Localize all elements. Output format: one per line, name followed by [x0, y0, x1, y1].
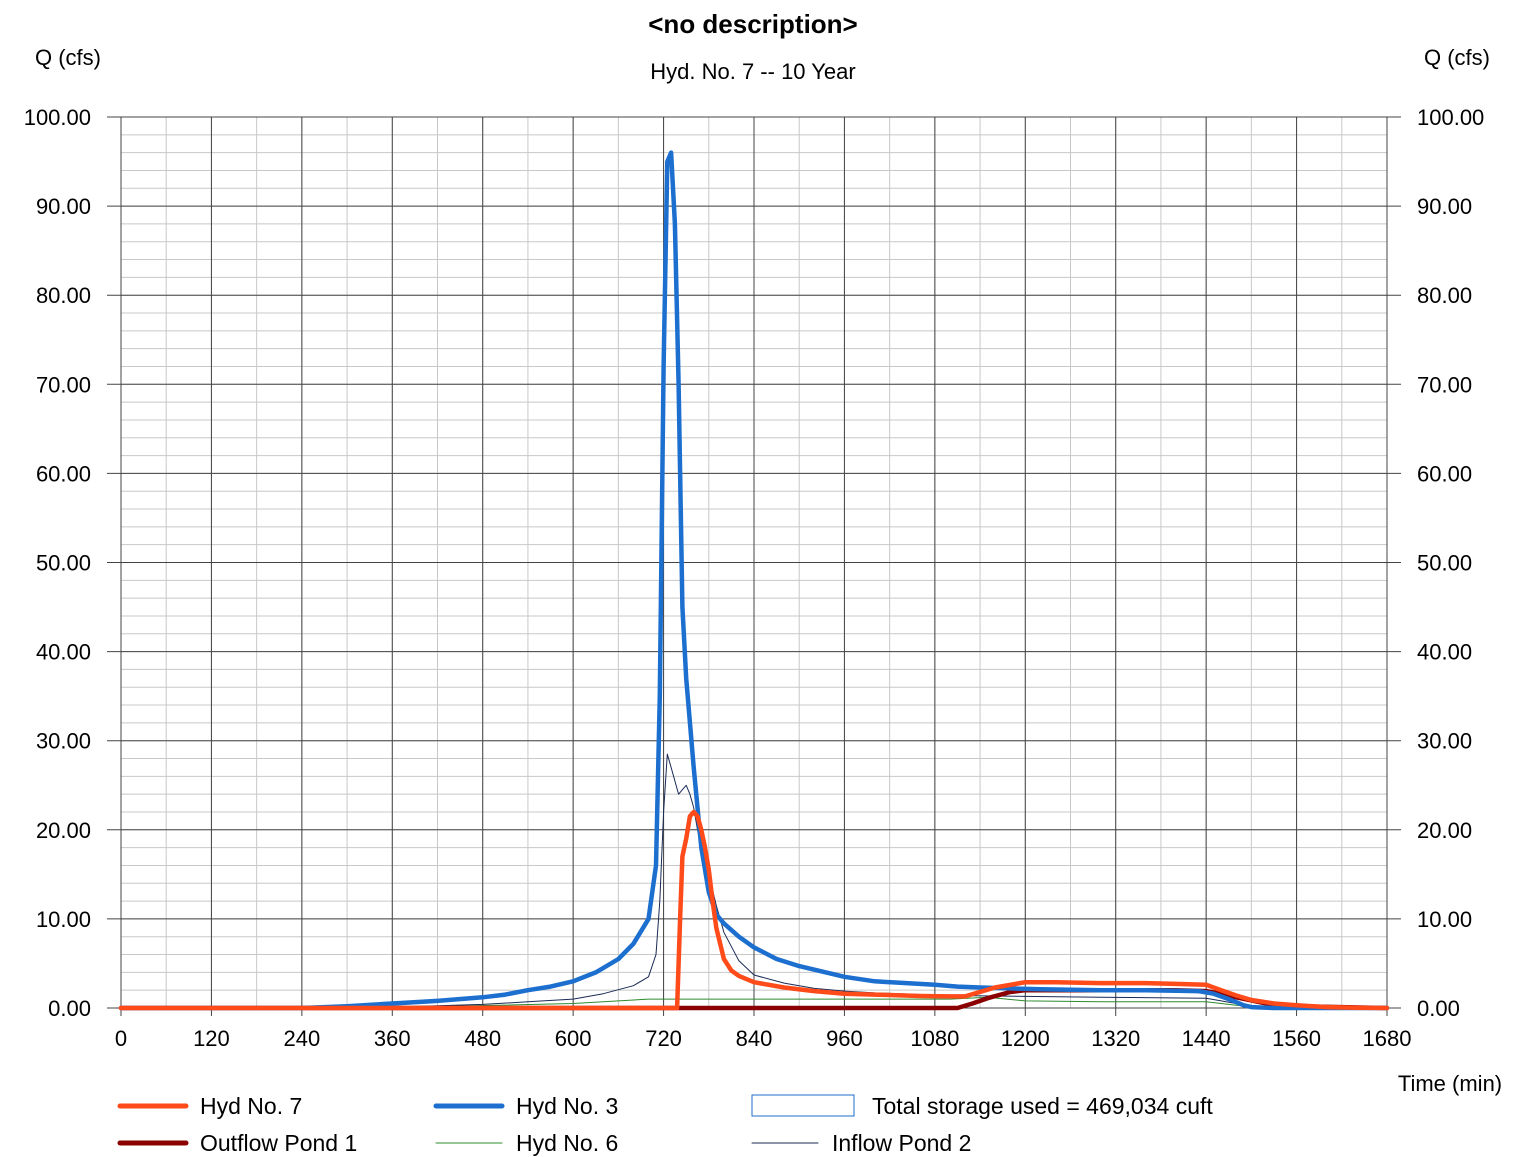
y-tick-label-right: 80.00	[1417, 283, 1472, 308]
chart-title: <no description>	[648, 9, 858, 39]
y-tick-label-right: 10.00	[1417, 907, 1472, 932]
y-tick-label-right: 60.00	[1417, 461, 1472, 486]
y-tick-label-right: 90.00	[1417, 194, 1472, 219]
y-tick-label-left: 50.00	[36, 551, 91, 576]
legend-label: Outflow Pond 1	[200, 1130, 357, 1156]
grid	[107, 117, 1401, 1016]
legend-item: Total storage used = 469,034 cuft	[752, 1093, 1213, 1119]
x-tick-label: 600	[555, 1026, 592, 1051]
y-axis-label-left: Q (cfs)	[35, 45, 101, 70]
y-tick-label-right: 100.00	[1417, 105, 1484, 130]
y-tick-label-left: 30.00	[36, 729, 91, 754]
legend-swatch-box	[752, 1095, 854, 1116]
legend-item: Outflow Pond 1	[120, 1130, 357, 1156]
y-tick-label-left: 10.00	[36, 907, 91, 932]
legend-label: Total storage used = 469,034 cuft	[872, 1093, 1213, 1119]
x-tick-label: 1200	[1001, 1026, 1050, 1051]
legend-label: Hyd No. 7	[200, 1093, 302, 1119]
x-tick-label: 1080	[910, 1026, 959, 1051]
x-tick-label: 480	[464, 1026, 501, 1051]
x-tick-label: 120	[193, 1026, 230, 1051]
legend-item: Inflow Pond 2	[752, 1130, 971, 1156]
legend-label: Inflow Pond 2	[832, 1130, 971, 1156]
chart-subtitle: Hyd. No. 7 -- 10 Year	[650, 59, 855, 84]
x-axis-label: Time (min)	[1398, 1071, 1502, 1096]
x-tick-label: 1320	[1091, 1026, 1140, 1051]
x-tick-label: 360	[374, 1026, 411, 1051]
x-tick-label: 240	[283, 1026, 320, 1051]
y-tick-label-left: 80.00	[36, 283, 91, 308]
legend: Hyd No. 7 Hyd No. 3 Total storage used = 4…	[120, 1093, 1213, 1156]
y-tick-label-left: 40.00	[36, 640, 91, 665]
legend-item: Hyd No. 3	[436, 1093, 618, 1119]
y-tick-label-right: 0.00	[1417, 996, 1460, 1021]
x-tick-label: 1560	[1272, 1026, 1321, 1051]
y-tick-label-right: 30.00	[1417, 729, 1472, 754]
legend-label: Hyd No. 3	[516, 1093, 618, 1119]
x-tick-label: 720	[645, 1026, 682, 1051]
y-tick-label-left: 70.00	[36, 372, 91, 397]
x-tick-label: 840	[736, 1026, 773, 1051]
legend-label: Hyd No. 6	[516, 1130, 618, 1156]
y-tick-label-right: 40.00	[1417, 640, 1472, 665]
y-tick-label-left: 100.00	[24, 105, 91, 130]
x-tick-label: 0	[115, 1026, 127, 1051]
y-tick-label-right: 70.00	[1417, 372, 1472, 397]
y-tick-label-right: 50.00	[1417, 551, 1472, 576]
y-tick-label-right: 20.00	[1417, 818, 1472, 843]
legend-item: Hyd No. 7	[120, 1093, 302, 1119]
y-tick-label-left: 90.00	[36, 194, 91, 219]
y-tick-label-left: 0.00	[48, 996, 91, 1021]
x-tick-label: 1440	[1182, 1026, 1231, 1051]
y-tick-label-left: 60.00	[36, 461, 91, 486]
y-axis-label-right: Q (cfs)	[1424, 45, 1490, 70]
y-tick-label-left: 20.00	[36, 818, 91, 843]
legend-item: Hyd No. 6	[436, 1130, 618, 1156]
x-tick-label: 960	[826, 1026, 863, 1051]
x-tick-label: 1680	[1363, 1026, 1412, 1051]
